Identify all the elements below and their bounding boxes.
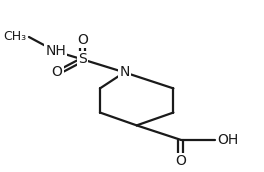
Text: O: O: [175, 154, 186, 168]
Text: OH: OH: [218, 133, 239, 147]
Text: S: S: [78, 52, 87, 66]
Text: NH: NH: [45, 44, 66, 58]
Text: CH₃: CH₃: [3, 30, 26, 44]
Text: N: N: [119, 65, 130, 79]
Text: O: O: [77, 33, 88, 47]
Text: O: O: [52, 65, 63, 79]
